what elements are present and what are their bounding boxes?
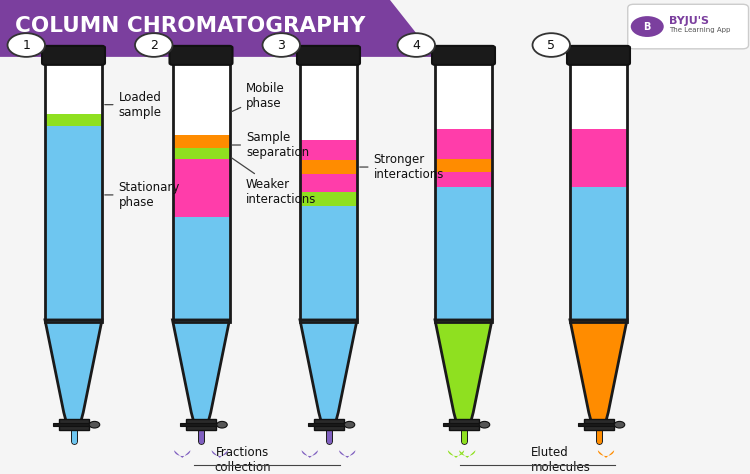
Circle shape <box>631 16 664 37</box>
FancyBboxPatch shape <box>297 46 360 65</box>
Text: 4: 4 <box>413 38 420 52</box>
Circle shape <box>217 421 227 428</box>
Bar <box>172 57 230 159</box>
Text: 3: 3 <box>278 38 285 52</box>
Text: Loaded
sample: Loaded sample <box>105 91 161 118</box>
Text: Stronger
interactions: Stronger interactions <box>360 153 444 181</box>
Polygon shape <box>459 450 476 458</box>
Bar <box>448 419 478 430</box>
Text: 5: 5 <box>548 38 555 52</box>
Polygon shape <box>174 450 190 458</box>
Bar <box>435 159 492 173</box>
Text: Mobile
phase: Mobile phase <box>232 82 285 111</box>
FancyBboxPatch shape <box>432 46 495 65</box>
Bar <box>45 114 102 126</box>
Text: The Learning App: The Learning App <box>669 27 730 33</box>
Bar <box>570 57 627 322</box>
Polygon shape <box>339 450 356 458</box>
Bar <box>300 140 357 199</box>
Bar <box>570 128 627 187</box>
Polygon shape <box>570 320 627 421</box>
Circle shape <box>135 33 172 57</box>
Bar <box>53 423 94 426</box>
Polygon shape <box>302 450 318 458</box>
Bar <box>300 192 357 206</box>
Polygon shape <box>448 450 464 458</box>
Circle shape <box>8 33 45 57</box>
Bar <box>45 57 102 126</box>
Bar <box>442 423 485 426</box>
Polygon shape <box>45 320 102 421</box>
Text: Stationary
phase: Stationary phase <box>105 181 180 209</box>
Circle shape <box>262 33 300 57</box>
Circle shape <box>479 421 490 428</box>
Circle shape <box>614 421 625 428</box>
Bar <box>435 57 492 128</box>
Bar <box>570 57 627 128</box>
Bar <box>584 419 614 430</box>
Bar <box>172 148 230 159</box>
Bar <box>435 57 492 322</box>
Bar <box>172 135 230 148</box>
Text: B: B <box>644 21 651 32</box>
Bar <box>308 423 350 426</box>
Circle shape <box>89 421 100 428</box>
Text: Fractions
collection: Fractions collection <box>214 446 271 474</box>
Polygon shape <box>211 450 228 458</box>
Text: Weaker
interactions: Weaker interactions <box>232 158 316 206</box>
Polygon shape <box>435 320 492 421</box>
Bar <box>186 419 216 430</box>
Bar <box>45 57 102 322</box>
Bar <box>435 128 492 187</box>
Polygon shape <box>300 320 357 421</box>
Bar <box>180 423 222 426</box>
Circle shape <box>532 33 570 57</box>
FancyBboxPatch shape <box>42 46 105 65</box>
Bar <box>300 160 357 173</box>
Bar <box>172 57 230 322</box>
Text: Sample
separation: Sample separation <box>232 131 309 159</box>
Bar <box>300 57 357 322</box>
Polygon shape <box>172 320 230 421</box>
Text: COLUMN CHROMATOGRAPHY: COLUMN CHROMATOGRAPHY <box>15 16 365 36</box>
Bar <box>45 57 102 322</box>
Bar <box>314 419 344 430</box>
Bar <box>300 57 357 140</box>
Polygon shape <box>0 0 435 57</box>
Text: 1: 1 <box>22 38 30 52</box>
Text: BYJU'S: BYJU'S <box>669 16 709 26</box>
Bar <box>58 419 88 430</box>
Polygon shape <box>598 450 614 458</box>
Circle shape <box>398 33 435 57</box>
Bar <box>570 57 627 322</box>
FancyBboxPatch shape <box>567 46 630 65</box>
Bar <box>172 159 230 218</box>
Circle shape <box>344 421 355 428</box>
FancyBboxPatch shape <box>628 4 748 49</box>
Bar <box>578 423 620 426</box>
Bar <box>435 57 492 322</box>
Bar <box>172 57 230 322</box>
FancyBboxPatch shape <box>170 46 232 65</box>
Bar <box>300 57 357 322</box>
Text: Eluted
molecules: Eluted molecules <box>531 446 591 474</box>
Text: 2: 2 <box>150 38 158 52</box>
